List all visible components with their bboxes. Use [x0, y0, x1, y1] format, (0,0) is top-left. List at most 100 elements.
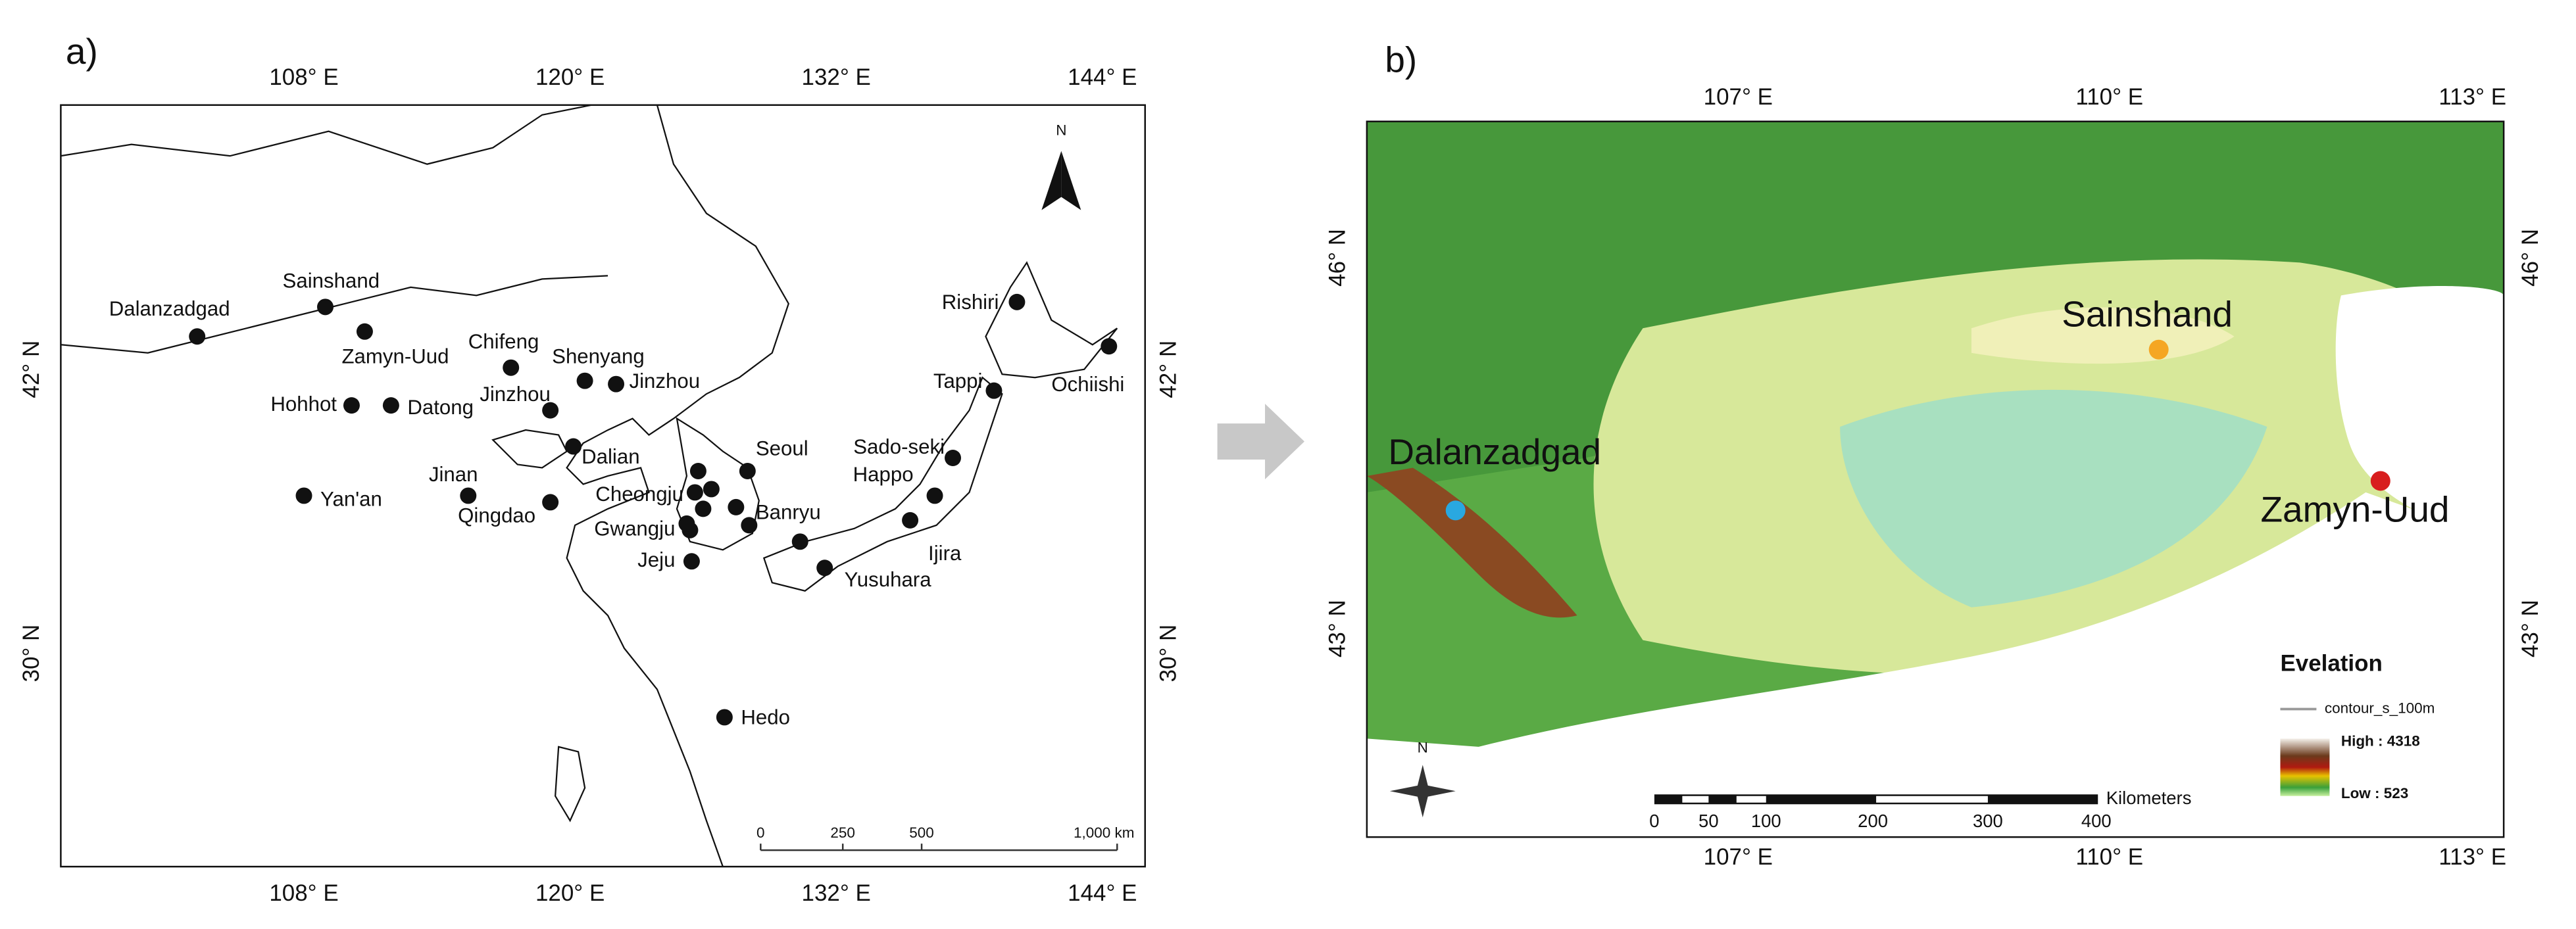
lon-tick-label: 110° E	[2075, 844, 2143, 870]
lat-tick-label: 43° N	[2517, 600, 2543, 657]
lon-tick-label: 108° E	[269, 64, 338, 90]
station-dot	[728, 498, 745, 515]
station-label: Shenyang	[552, 345, 645, 368]
scale-label: 100	[1751, 811, 1781, 831]
legend-low: Low : 523	[2341, 785, 2408, 801]
lon-tick-label: 120° E	[535, 880, 605, 906]
station-dot	[678, 515, 695, 532]
station-dot	[317, 298, 334, 316]
station-dot	[695, 500, 712, 517]
lon-tick-label: 132° E	[802, 64, 871, 90]
lon-tick-label: 144° E	[1068, 880, 1137, 906]
station-dot	[945, 450, 962, 466]
legend-contour: contour_s_100m	[2325, 700, 2435, 716]
legend-high: High : 4318	[2341, 732, 2420, 749]
scale-label: 400	[2081, 811, 2112, 831]
station-label: Yan'an	[320, 488, 382, 511]
station-dot	[356, 323, 373, 340]
scale-label: 300	[1973, 811, 2003, 831]
station-label: Ijira	[928, 542, 962, 565]
legend: Evelation contour_s_100m High : 4318 Low…	[2280, 650, 2435, 801]
station-label: Hedo	[741, 706, 790, 729]
place-dot	[2148, 339, 2169, 360]
station-dot	[985, 382, 1003, 399]
scale-label: 1,000 km	[1074, 824, 1134, 841]
station-dot	[716, 709, 733, 726]
station-dot	[791, 533, 808, 550]
station-dot	[542, 494, 559, 511]
station-label: Sainshand	[283, 270, 380, 293]
station-dot	[576, 372, 593, 389]
station-dot	[703, 481, 720, 498]
north-arrow: N	[1041, 122, 1081, 210]
station-dot	[683, 553, 700, 570]
station-dot	[382, 397, 399, 414]
station-label: Jeju	[637, 548, 675, 571]
scale-label: 500	[909, 824, 934, 841]
place-dot	[2370, 471, 2390, 491]
station-dot	[689, 463, 706, 479]
station-dot	[189, 328, 206, 345]
lon-tick-label: 132° E	[802, 880, 871, 906]
panel-label: a)	[66, 31, 98, 72]
lon-tick-label: 144° E	[1068, 64, 1137, 90]
station-dot	[565, 438, 582, 455]
lat-tick-label: 42° N	[1155, 341, 1181, 398]
scale-label: 0	[756, 824, 765, 841]
scale-label: 0	[1649, 811, 1659, 831]
station-dot	[741, 517, 758, 534]
lat-tick-label: 42° N	[18, 341, 44, 398]
lon-tick-label: 107° E	[1704, 84, 1773, 110]
scale-bar-b	[1654, 794, 2098, 805]
station-dot	[1101, 338, 1118, 355]
lon-tick-label: 108° E	[269, 880, 338, 906]
station-label: Hohhot	[270, 393, 337, 416]
scale-label: 200	[1858, 811, 1888, 831]
station-dot	[902, 512, 919, 529]
station-label: Dalanzadgad	[109, 297, 230, 320]
scale-label: 250	[830, 824, 855, 841]
station-dot	[542, 402, 559, 419]
station-label: Jinzhou	[480, 383, 551, 406]
station-dot	[608, 375, 625, 393]
map-frame	[60, 104, 1146, 868]
station-dot	[460, 487, 477, 504]
place-label: Sainshand	[2062, 293, 2233, 334]
lat-tick-label: 46° N	[2517, 229, 2543, 287]
lon-tick-label: 110° E	[2075, 84, 2143, 110]
station-label: Ochiishi	[1051, 373, 1124, 396]
panel-label: b)	[1385, 39, 1417, 80]
lat-tick-label: 30° N	[1155, 625, 1181, 682]
station-label: Yusuhara	[845, 568, 932, 591]
lon-tick-label: 113° E	[2439, 84, 2506, 110]
place-dot	[1445, 500, 1466, 521]
transition-arrow	[1217, 404, 1304, 479]
station-label: Rishiri	[942, 291, 999, 314]
lon-tick-label: 113° E	[2439, 844, 2506, 870]
station-label: Happo	[853, 463, 914, 486]
station-dot	[926, 487, 943, 504]
scale-unit: Kilometers	[2106, 788, 2192, 808]
lat-tick-label: 43° N	[1325, 600, 1350, 657]
lat-tick-label: 30° N	[18, 625, 44, 682]
lon-tick-label: 107° E	[1704, 844, 1773, 870]
place-label: Zamyn-Uud	[2260, 488, 2449, 529]
station-label: Datong	[407, 396, 474, 419]
station-label: Dalian	[582, 445, 639, 468]
station-label: Qingdao	[458, 504, 535, 527]
lon-tick-label: 120° E	[535, 64, 605, 90]
station-dot	[739, 463, 756, 479]
station-label: Cheongju	[595, 483, 683, 506]
station-label: Seoul	[756, 437, 808, 460]
station-label: Sado-seki	[853, 435, 945, 458]
station-dot	[1008, 293, 1026, 310]
lat-tick-label: 46° N	[1325, 229, 1350, 287]
station-dot	[503, 359, 520, 376]
scale-label: 50	[1698, 811, 1719, 831]
station-label: Jinzhou	[630, 369, 701, 393]
legend-title: Evelation	[2280, 650, 2382, 676]
place-label: Dalanzadgad	[1388, 431, 1601, 472]
scale-bar	[760, 844, 1118, 851]
